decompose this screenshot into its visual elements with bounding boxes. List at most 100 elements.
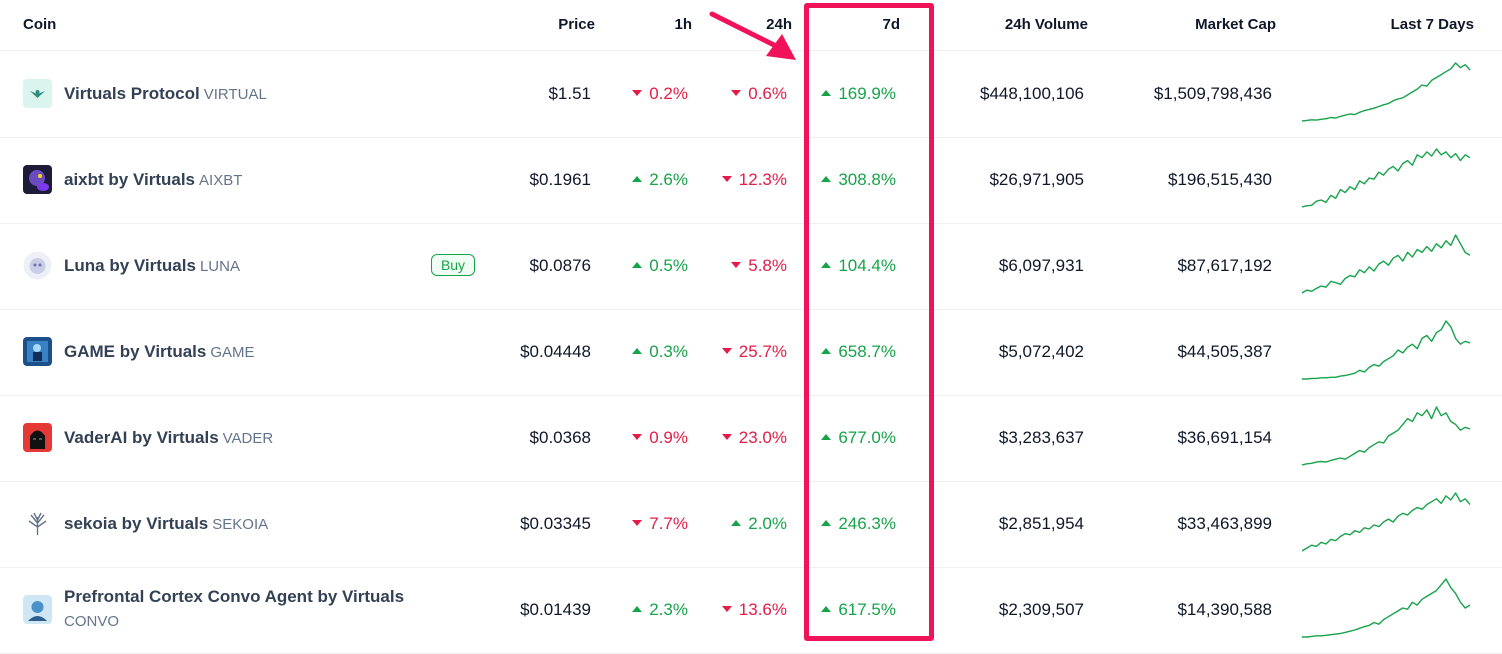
24h-volume: $3,283,637 — [998, 428, 1084, 447]
coin-name-text[interactable]: Virtuals Protocol — [64, 84, 200, 103]
h1-value: 0.9% — [649, 428, 688, 447]
caret-up-icon — [821, 519, 832, 526]
h24-value: 5.8% — [748, 256, 787, 275]
sparkline-7d — [1302, 406, 1471, 466]
table-row[interactable]: Luna by Virtuals LUNA Buy $0.0876 0.5% 5.… — [0, 223, 1502, 310]
coin-name[interactable]: aixbt by Virtuals AIXBT — [64, 170, 242, 190]
coin-name[interactable]: Luna by Virtuals LUNA — [64, 256, 240, 276]
sparkline-line — [1302, 62, 1471, 122]
h24-value: 23.0% — [738, 428, 787, 447]
caret-down-icon — [721, 433, 732, 440]
aixbt-logo-icon — [23, 165, 52, 194]
coin-symbol: CONVO — [64, 613, 120, 630]
h24-change: 12.3% — [677, 170, 787, 190]
h1-change: 7.7% — [578, 514, 688, 534]
price: $0.0876 — [529, 256, 591, 275]
coin-symbol: AIXBT — [199, 172, 243, 189]
24h-volume: $2,309,507 — [998, 600, 1084, 619]
table-row[interactable]: sekoia by Virtuals SEKOIA $0.03345 7.7% 2… — [0, 481, 1502, 568]
caret-up-icon — [821, 89, 832, 96]
sparkline-7d — [1302, 234, 1471, 294]
caret-up-icon — [821, 261, 832, 268]
coin-name[interactable]: sekoia by Virtuals SEKOIA — [64, 514, 268, 534]
table-row[interactable]: aixbt by Virtuals AIXBT $0.1961 2.6% 12.3… — [0, 137, 1502, 224]
header-market-cap[interactable]: Market Cap — [1195, 16, 1276, 33]
h24-change: 2.0% — [677, 514, 787, 534]
coin-name[interactable]: Virtuals Protocol VIRTUAL — [64, 84, 267, 104]
coin-name[interactable]: GAME by Virtuals GAME — [64, 342, 255, 362]
buy-button[interactable]: Buy — [431, 254, 475, 276]
coin-name-text[interactable]: sekoia by Virtuals — [64, 514, 209, 533]
price: $0.0368 — [529, 428, 591, 447]
table-row[interactable]: Virtuals Protocol VIRTUAL $1.51 0.2% 0.6%… — [0, 51, 1502, 138]
game-logo-icon — [23, 337, 52, 366]
coin-name-text[interactable]: Luna by Virtuals — [64, 256, 196, 275]
sparkline-7d — [1302, 578, 1471, 638]
luna-logo-icon — [23, 251, 52, 280]
caret-down-icon — [721, 175, 732, 182]
coin-name-text[interactable]: Prefrontal Cortex Convo Agent by Virtual… — [64, 587, 405, 606]
coin-name[interactable]: VaderAI by Virtuals VADER — [64, 428, 273, 448]
24h-volume: $5,072,402 — [998, 342, 1084, 361]
caret-up-icon — [731, 519, 742, 526]
header-price[interactable]: Price — [558, 16, 595, 33]
coin-name-text[interactable]: GAME by Virtuals — [64, 342, 207, 361]
caret-down-icon — [731, 261, 742, 268]
h24-value: 13.6% — [738, 600, 787, 619]
header-coin[interactable]: Coin — [23, 16, 57, 33]
price: $0.04448 — [520, 342, 591, 361]
d7-change: 658.7% — [786, 342, 896, 362]
coin-symbol: VIRTUAL — [203, 86, 267, 103]
caret-down-icon — [632, 433, 643, 440]
coin-name-text[interactable]: VaderAI by Virtuals — [64, 428, 219, 447]
24h-volume: $26,971,905 — [989, 170, 1084, 189]
d7-change: 617.5% — [786, 600, 896, 620]
sekoia-logo-icon — [23, 509, 52, 538]
table-row[interactable]: VaderAI by Virtuals VADER $0.0368 0.9% 23… — [0, 395, 1502, 482]
header-24h[interactable]: 24h — [766, 16, 792, 33]
caret-up-icon — [632, 347, 643, 354]
h24-change: 25.7% — [677, 342, 787, 362]
h24-change: 0.6% — [677, 84, 787, 104]
h1-change: 0.3% — [578, 342, 688, 362]
market-cap: $44,505,387 — [1177, 342, 1272, 361]
caret-up-icon — [632, 261, 643, 268]
caret-up-icon — [821, 347, 832, 354]
h24-change: 23.0% — [677, 428, 787, 448]
24h-volume: $6,097,931 — [998, 256, 1084, 275]
sparkline-7d — [1302, 62, 1471, 122]
virtuals-logo-icon — [23, 79, 52, 108]
header-1h[interactable]: 1h — [674, 16, 692, 33]
table-header: Coin Price 1h 24h 7d 24h Volume Market C… — [0, 0, 1502, 51]
market-cap: $33,463,899 — [1177, 514, 1272, 533]
coin-name[interactable]: Prefrontal Cortex Convo Agent by Virtual… — [64, 587, 404, 630]
coin-symbol: SEKOIA — [212, 516, 269, 533]
d7-change: 677.0% — [786, 428, 896, 448]
market-cap: $36,691,154 — [1177, 428, 1272, 447]
sparkline-7d — [1302, 492, 1471, 552]
header-7d[interactable]: 7d — [882, 16, 900, 33]
h24-value: 12.3% — [738, 170, 787, 189]
caret-down-icon — [721, 605, 732, 612]
d7-value: 658.7% — [838, 342, 896, 361]
table-row[interactable]: Prefrontal Cortex Convo Agent by Virtual… — [0, 567, 1502, 654]
coin-name-text[interactable]: aixbt by Virtuals — [64, 170, 196, 189]
d7-change: 104.4% — [786, 256, 896, 276]
h24-change: 5.8% — [677, 256, 787, 276]
price: $0.1961 — [529, 170, 591, 189]
sparkline-line — [1302, 406, 1471, 466]
table-row[interactable]: GAME by Virtuals GAME $0.04448 0.3% 25.7%… — [0, 309, 1502, 396]
d7-value: 104.4% — [838, 256, 896, 275]
sparkline-7d — [1302, 148, 1471, 208]
caret-up-icon — [632, 175, 643, 182]
sparkline-line — [1302, 234, 1471, 294]
h24-change: 13.6% — [677, 600, 787, 620]
header-24h-volume[interactable]: 24h Volume — [1004, 16, 1088, 33]
h1-change: 0.5% — [578, 256, 688, 276]
sparkline-line — [1302, 578, 1471, 638]
price: $0.01439 — [520, 600, 591, 619]
d7-change: 308.8% — [786, 170, 896, 190]
caret-up-icon — [821, 175, 832, 182]
caret-up-icon — [632, 605, 643, 612]
h1-change: 2.6% — [578, 170, 688, 190]
